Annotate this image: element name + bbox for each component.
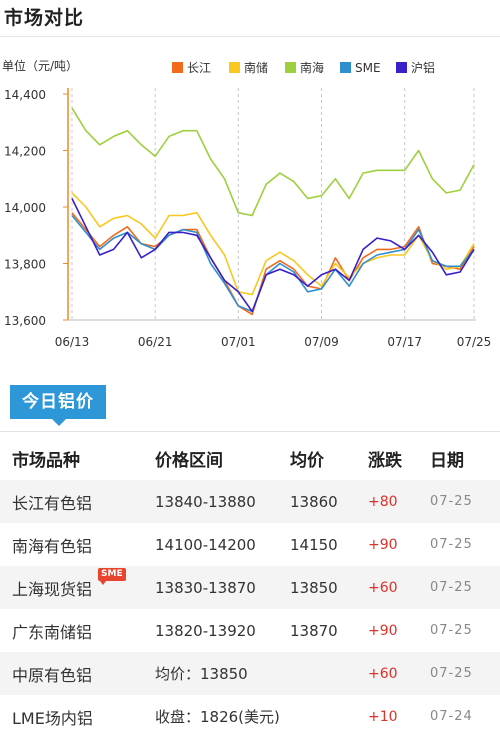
title-bar: 市场对比 [0,0,500,37]
x-tick-label: 06/13 [55,335,90,349]
market-name[interactable]: 上海现货铝 [12,579,93,599]
series-line [71,198,475,313]
table-row[interactable]: 广东南储铝 13820-13920 13870 +90 07-25 [0,609,500,652]
market-name[interactable]: 南海有色铝 [12,536,93,556]
x-tick-label: 06/21 [138,335,173,349]
price-change: +80 [368,480,430,523]
legend-swatch [396,62,407,73]
table-row[interactable]: 长江有色铝 13840-13880 13860 +80 07-25 [0,480,500,523]
market-name[interactable]: 广东南储铝 [12,622,93,642]
legend-swatch [229,62,240,73]
price-range: 均价：13850 [155,652,290,695]
series-line [71,214,475,313]
y-tick-label: 13,600 [4,314,46,328]
price-date: 07-25 [430,623,473,638]
market-name-with-badge[interactable]: 上海现货铝 SME [0,566,155,609]
market-name[interactable]: 中原有色铝 [0,652,155,695]
price-change: +60 [368,652,430,695]
avg-price [290,695,368,738]
legend-label: SME [355,61,381,75]
x-tick-label: 07/09 [304,335,339,349]
legend-label: 长江 [187,61,211,75]
avg-price: 13850 [290,566,368,609]
header-market: 市场品种 [12,450,80,471]
series-line [71,212,475,316]
header-date: 日期 [430,450,464,471]
table-row[interactable]: 南海有色铝 14100-14200 14150 +90 07-25 [0,523,500,566]
legend-swatch [340,62,351,73]
price-change: +60 [368,566,430,609]
header-change: 涨跌 [368,450,402,471]
price-date: 07-24 [430,709,473,724]
price-range: 13830-13870 [155,566,290,609]
series-line [71,192,475,296]
avg-price: 13860 [290,480,368,523]
price-table: 市场品种 价格区间 均价 涨跌 日期 长江有色铝 13840-13880 138… [0,436,500,738]
legend-swatch [285,62,296,73]
x-tick-label: 07/25 [457,335,492,349]
price-range: 13840-13880 [155,480,290,523]
table-row[interactable]: 中原有色铝 均价：13850 +60 07-25 [0,652,500,695]
market-name[interactable]: LME场内铝 [12,708,93,728]
price-change: +90 [368,536,398,553]
legend-label: 南储 [244,60,268,75]
y-tick-label: 14,400 [4,88,46,102]
avg-price [290,652,368,695]
y-tick-label: 14,200 [4,145,46,159]
x-tick-label: 07/17 [387,335,422,349]
price-comparison-chart: 单位（元/吨） 长江 南储 南海 SME 沪铝 13,600 13,800 14,000 14,2… [2,58,492,349]
header-range: 价格区间 [155,450,223,471]
sme-badge: SME [98,568,126,585]
legend-label: 南海 [300,60,324,75]
x-tick-label: 07/01 [221,335,256,349]
tab-pointer [52,419,66,426]
page-title: 市场对比 [4,7,85,29]
price-range: 收盘：1826(美元) [155,708,280,726]
table-header-row: 市场品种 价格区间 均价 涨跌 日期 [0,436,500,480]
unit-label: 单位（元/吨） [2,58,78,73]
table-row[interactable]: LME场内铝 收盘：1826(美元) +10 07-24 [0,695,500,738]
avg-price: 14150 [290,535,338,554]
tab-today-aluminum-price[interactable]: 今日铝价 [10,385,106,419]
price-change: +90 [368,622,398,639]
legend-swatch [172,62,183,73]
price-date: 07-25 [430,566,500,609]
legend-label: 沪铝 [411,60,435,75]
price-date: 07-25 [430,480,500,523]
avg-price: 13870 [290,621,338,640]
tabs-bar: 今日铝价 [0,385,500,432]
price-date: 07-25 [430,652,500,695]
y-tick-label: 13,800 [4,258,46,272]
price-range: 13820-13920 [155,621,256,640]
market-name[interactable]: 长江有色铝 [0,480,155,523]
price-date: 07-25 [430,537,473,552]
price-change: +10 [368,708,398,725]
series-line [71,107,475,217]
header-avg: 均价 [290,450,324,471]
table-row[interactable]: 上海现货铝 SME 13830-13870 13850 +60 07-25 [0,566,500,609]
price-range: 14100-14200 [155,535,256,554]
y-tick-label: 14,000 [4,201,46,215]
